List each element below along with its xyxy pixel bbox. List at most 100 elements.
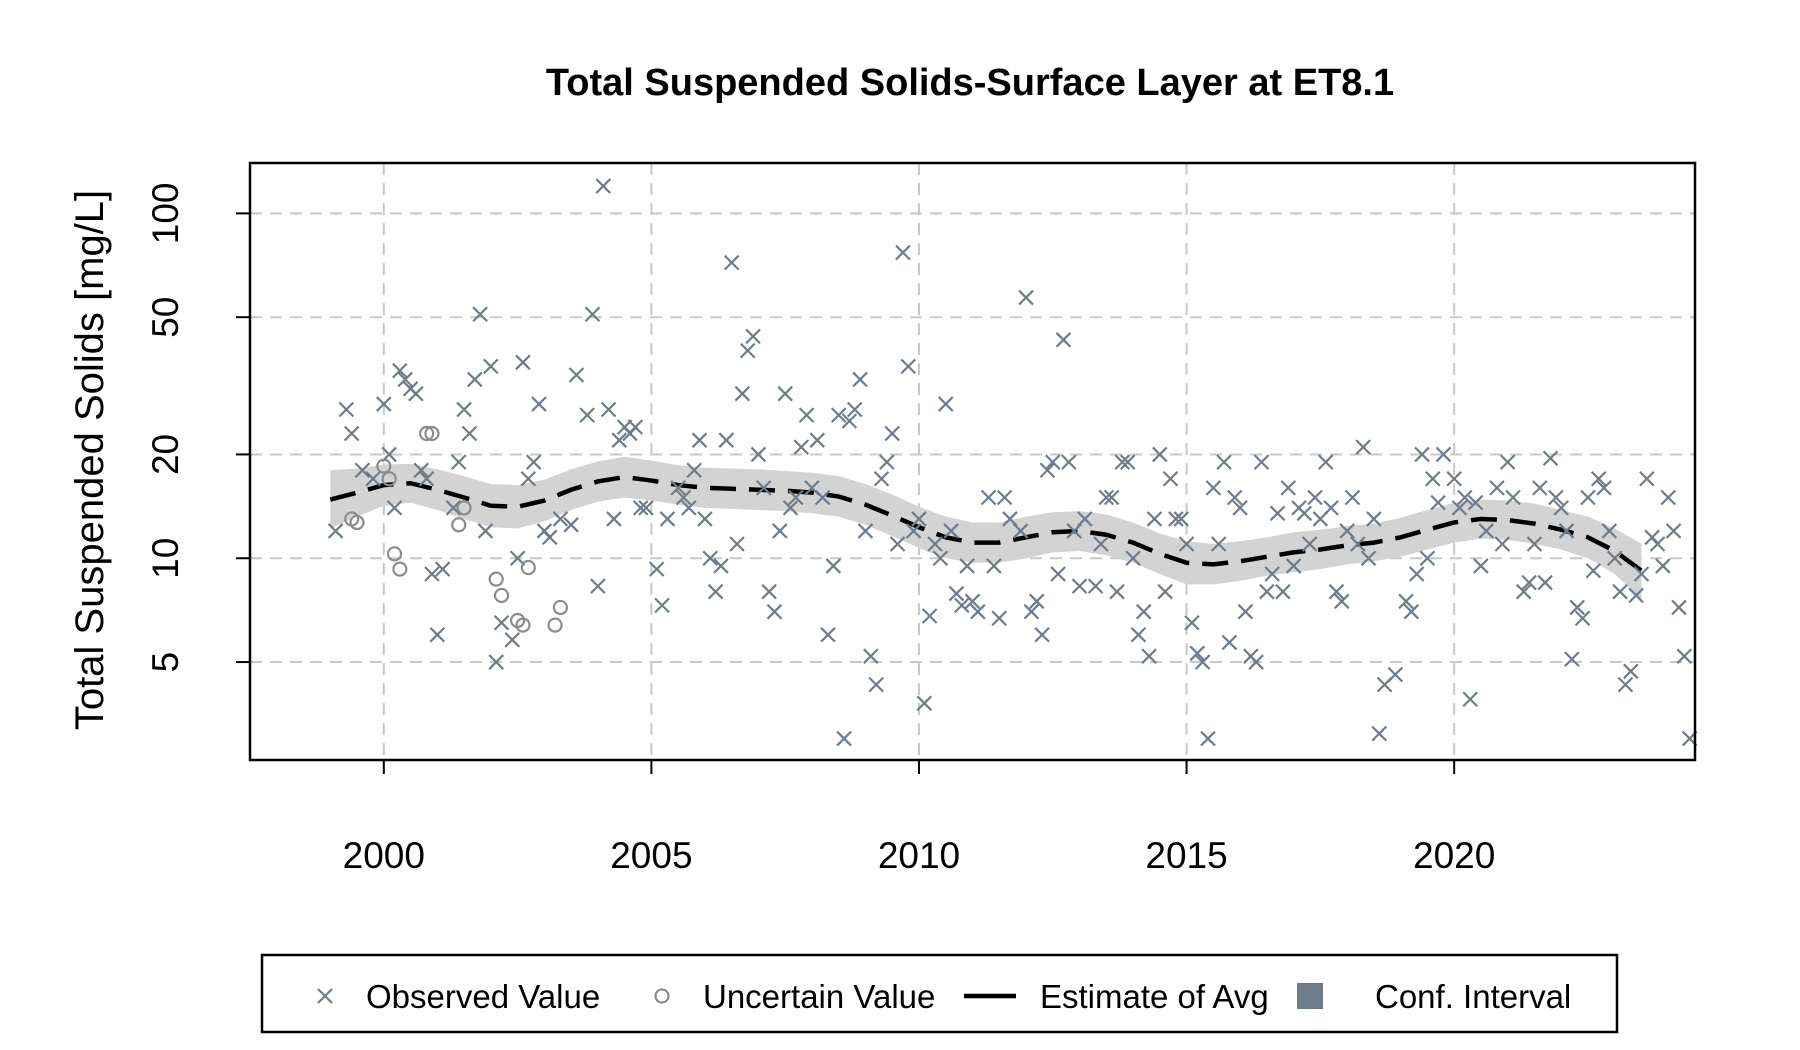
observed-point xyxy=(1344,489,1361,506)
observed-point xyxy=(1173,511,1189,527)
observed-point xyxy=(1248,654,1264,670)
observed-point xyxy=(1655,558,1671,574)
observed-point xyxy=(911,511,927,527)
observed-point xyxy=(520,471,537,487)
observed-point xyxy=(386,500,403,516)
observed-point xyxy=(1328,583,1345,600)
observed-point xyxy=(820,626,836,643)
observed-point xyxy=(1505,489,1521,506)
observed-point xyxy=(718,432,735,448)
observed-point xyxy=(1210,536,1227,552)
observed-point xyxy=(1200,730,1216,747)
uncertain-point xyxy=(493,587,510,604)
observed-point xyxy=(392,362,408,379)
observed-point xyxy=(1141,648,1157,664)
observed-point xyxy=(1323,500,1339,516)
observed-point xyxy=(343,425,360,442)
observed-point xyxy=(525,454,542,470)
y-tick-label: 20 xyxy=(145,434,186,475)
observed-point xyxy=(1548,489,1564,506)
observed-point xyxy=(889,536,906,552)
observed-point xyxy=(504,632,521,648)
legend-box xyxy=(260,953,1619,1034)
observed-point xyxy=(327,523,344,539)
observed-point xyxy=(1403,603,1420,620)
observed-point xyxy=(1077,511,1093,527)
observed-point xyxy=(772,523,788,539)
x-tick-label: 2005 xyxy=(610,835,692,876)
observed-point xyxy=(1473,558,1489,574)
observed-point xyxy=(1339,523,1355,539)
uncertain-point xyxy=(547,617,563,633)
observed-point xyxy=(713,558,729,574)
observed-point xyxy=(1034,626,1050,643)
observed-point xyxy=(846,401,863,418)
observed-point xyxy=(1135,603,1152,620)
observed-point xyxy=(841,413,858,429)
observed-point xyxy=(1280,480,1297,496)
observed-point xyxy=(563,517,579,533)
observed-point xyxy=(1462,691,1478,708)
observed-point xyxy=(590,578,606,594)
observed-point xyxy=(1414,446,1430,463)
observed-point xyxy=(654,597,670,614)
observed-point xyxy=(745,328,761,345)
observed-point xyxy=(830,407,847,423)
observed-point xyxy=(1178,536,1195,552)
observed-point xyxy=(873,471,890,487)
observed-point xyxy=(681,500,697,516)
observed-point xyxy=(1580,489,1596,506)
legend-symbol-uncertain-value xyxy=(654,988,670,1004)
observed-point xyxy=(632,500,649,516)
x-tick-label: 2000 xyxy=(343,835,425,876)
observed-point xyxy=(707,583,724,600)
observed-point xyxy=(1446,471,1462,487)
observed-point xyxy=(1601,523,1618,539)
observed-point xyxy=(948,585,965,602)
observed-point xyxy=(467,371,483,388)
observed-point xyxy=(959,558,975,574)
x-tick-label: 2010 xyxy=(878,835,960,876)
observed-point xyxy=(750,446,767,463)
confidence-band xyxy=(330,456,1642,600)
legend-label-uncertain-value: Uncertain Value xyxy=(703,978,935,1015)
observed-point xyxy=(766,603,783,620)
observed-point xyxy=(686,462,702,478)
observed-point xyxy=(1419,550,1436,567)
observed-point xyxy=(1087,578,1104,594)
observed-point xyxy=(1226,489,1243,506)
observed-point xyxy=(1205,480,1222,496)
observed-point xyxy=(782,500,799,516)
observed-point xyxy=(434,561,451,577)
observed-point xyxy=(1269,505,1286,522)
observed-point xyxy=(1071,578,1088,594)
observed-point xyxy=(627,419,644,435)
observed-point xyxy=(793,439,810,455)
uncertain-point xyxy=(392,561,408,577)
observed-point xyxy=(1109,583,1125,600)
observed-point xyxy=(1467,494,1484,511)
observed-point xyxy=(702,550,719,567)
observed-point xyxy=(472,306,488,323)
observed-point xyxy=(1221,634,1238,651)
observed-point xyxy=(648,561,665,577)
observed-point xyxy=(723,254,740,271)
observed-point xyxy=(1232,500,1248,516)
observed-point xyxy=(884,425,900,442)
observed-point xyxy=(1639,471,1655,487)
observed-point xyxy=(483,358,499,375)
observed-point xyxy=(1285,558,1302,574)
observed-point xyxy=(541,529,558,546)
observed-point xyxy=(1012,523,1029,539)
observed-point xyxy=(1537,574,1553,591)
uncertain-point xyxy=(424,425,440,442)
observed-point xyxy=(863,648,879,664)
observed-point xyxy=(1558,523,1575,539)
observed-point xyxy=(611,432,628,448)
observed-point xyxy=(756,480,772,496)
x-tick-label: 2015 xyxy=(1145,835,1227,876)
observed-point xyxy=(429,626,446,643)
observed-point xyxy=(1152,446,1168,463)
uncertain-point xyxy=(386,546,403,562)
observed-point xyxy=(376,396,392,412)
